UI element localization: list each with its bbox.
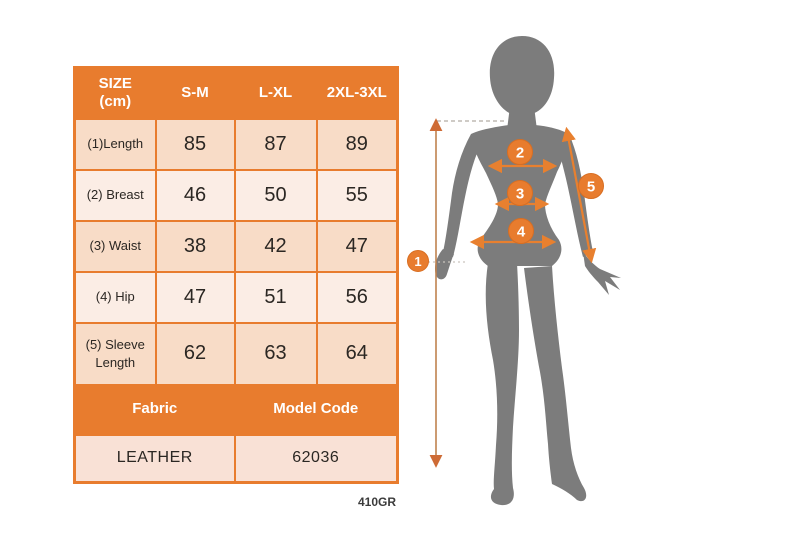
length-lxl: 87: [233, 117, 318, 171]
header-fabric: Fabric: [73, 383, 236, 436]
hip-sm: 47: [154, 270, 236, 324]
silhouette-neck: [507, 106, 537, 130]
sleeve-2xl3xl: 64: [315, 321, 399, 386]
badge-1-label: 1: [414, 254, 421, 269]
waist-sm: 38: [154, 219, 236, 273]
silhouette-left-arm: [443, 134, 483, 257]
row-label-breast: (2) Breast: [73, 168, 157, 222]
waist-2xl3xl: 47: [315, 219, 399, 273]
fabric-value: LEATHER: [73, 433, 236, 484]
header-size-cm: SIZE (cm): [73, 66, 157, 120]
hip-lxl: 51: [233, 270, 318, 324]
sleeve-sm: 62: [154, 321, 236, 386]
silhouette-left-leg: [485, 263, 519, 506]
table-row-breast: (2) Breast 46 50 55: [73, 168, 399, 222]
size-table-header-row: SIZE (cm) S-M L-XL 2XL-3XL: [73, 66, 399, 120]
hip-2xl3xl: 56: [315, 270, 399, 324]
table-row-hip: (4) Hip 47 51 56: [73, 270, 399, 324]
silhouette-left-hand: [434, 249, 454, 280]
measure-badge-1: 1: [407, 250, 429, 272]
breast-sm: 46: [154, 168, 236, 222]
table-row-length: (1)Length 85 87 89: [73, 117, 399, 171]
row-label-length: (1)Length: [73, 117, 157, 171]
sleeve-measure-arrow: [561, 126, 597, 264]
waist-lxl: 42: [233, 219, 318, 273]
silhouette-head: [489, 36, 555, 114]
sleeve-lxl: 63: [233, 321, 318, 386]
row-label-waist: (3) Waist: [73, 219, 157, 273]
measure-badge-2: 2: [507, 139, 533, 165]
measure-badge-3: 3: [507, 180, 533, 206]
silhouette-right-hand: [583, 252, 621, 295]
length-2xl3xl: 89: [315, 117, 399, 171]
silhouette-right-leg: [524, 266, 587, 502]
badge-2-label: 2: [516, 145, 524, 162]
header-s-m: S-M: [154, 66, 236, 120]
row-label-hip: (4) Hip: [73, 270, 157, 324]
table-row-waist: (3) Waist 38 42 47: [73, 219, 399, 273]
length-sm: 85: [154, 117, 236, 171]
header-2xl-3xl: 2XL-3XL: [315, 66, 399, 120]
badge-5-label: 5: [587, 179, 595, 196]
row-label-sleeve-length: (5) Sleeve Length: [73, 321, 157, 386]
header-l-xl: L-XL: [233, 66, 318, 120]
table-row-sleeve-length: (5) Sleeve Length 62 63 64: [73, 321, 399, 386]
woman-silhouette: [434, 36, 621, 506]
measure-badge-5: 5: [578, 173, 604, 199]
info-header-row: Fabric Model Code: [73, 383, 399, 436]
badge-4-label: 4: [517, 224, 526, 241]
breast-2xl3xl: 55: [315, 168, 399, 222]
badge-3-label: 3: [516, 186, 524, 203]
breast-lxl: 50: [233, 168, 318, 222]
weight-footnote: 410GR: [357, 495, 396, 509]
size-table: SIZE (cm) S-M L-XL 2XL-3XL (1)Length 85 …: [73, 66, 399, 484]
info-value-row: LEATHER 62036: [73, 433, 399, 484]
header-model-code: Model Code: [233, 383, 399, 436]
measure-badge-4: 4: [508, 218, 534, 244]
measurement-diagram: 1 2 3 4 5: [407, 36, 621, 506]
model-code-value: 62036: [233, 433, 399, 484]
